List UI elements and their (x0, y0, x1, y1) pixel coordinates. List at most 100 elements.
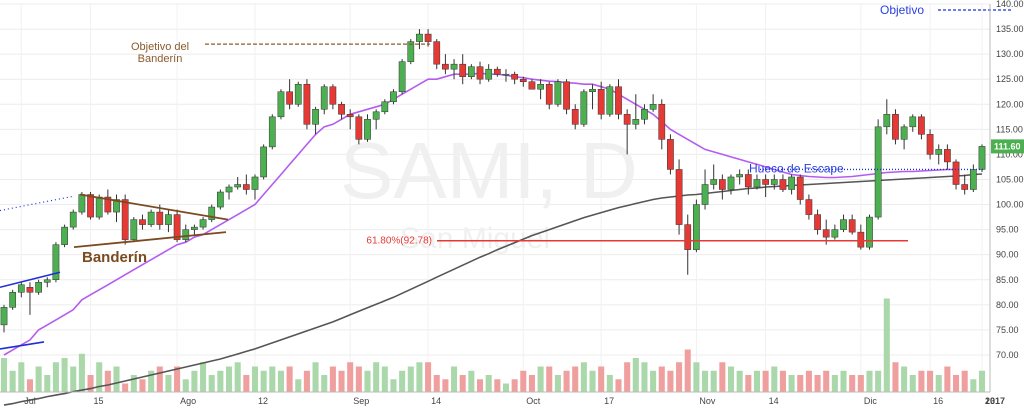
candle-body (814, 214, 821, 230)
candle-body (944, 149, 951, 163)
candle-body (199, 219, 207, 228)
volume-bar (130, 375, 137, 392)
volume-bar (702, 370, 709, 392)
volume-bar (771, 366, 778, 392)
candle-body (390, 91, 397, 103)
candle-body (52, 244, 60, 281)
volume-bar (113, 366, 120, 392)
x-tick-label: Dic (864, 396, 877, 406)
candle-body (208, 206, 216, 220)
candle-body (113, 199, 120, 213)
candle-body (926, 134, 934, 155)
y-tick-label: 80.00 (996, 300, 1019, 310)
volume-bar (139, 379, 146, 392)
flag-target-label: Banderín (138, 53, 183, 65)
volume-bar (528, 375, 535, 392)
volume-bar (225, 366, 233, 392)
candle-body (935, 149, 943, 155)
volume-bar (425, 362, 432, 392)
volume-bar (788, 375, 795, 392)
volume-bar (52, 362, 59, 392)
volume-bar (78, 353, 85, 392)
candle-body (978, 146, 986, 170)
volume-bar (502, 383, 510, 392)
volume-bar (840, 370, 847, 392)
candle-body (571, 109, 579, 125)
volume-bar (684, 349, 691, 392)
candle-body (632, 119, 640, 125)
volume-bar (35, 366, 42, 392)
volume-bar (0, 358, 8, 392)
volume-bar (277, 370, 284, 392)
candle-body (165, 214, 172, 225)
sma-slow-line (3, 173, 983, 406)
candle-body (442, 63, 449, 70)
volume-bar (563, 370, 570, 392)
candle-body (710, 179, 718, 185)
x-tick-label: Jul (24, 396, 36, 406)
volume-bar (676, 362, 683, 392)
volume-bar (797, 375, 804, 392)
candle-body (675, 169, 683, 225)
volume-bar (260, 370, 267, 392)
volume-bar (373, 362, 380, 392)
candle-body (242, 184, 250, 190)
candle-body (260, 146, 268, 178)
volume-bar (355, 366, 362, 392)
candle-body (286, 91, 293, 105)
candle-body (61, 226, 68, 245)
candle-body (788, 176, 795, 190)
volume-bar (148, 370, 155, 392)
volume-bar (44, 375, 51, 392)
candle-body (545, 83, 553, 105)
volume-bar (87, 375, 94, 392)
volume-bar (589, 370, 596, 392)
volume-bar (156, 366, 163, 392)
volume-bar (174, 366, 181, 392)
volume-bar (122, 383, 129, 392)
candle-body (918, 116, 925, 135)
volume-bar (537, 366, 544, 392)
candle-body (450, 63, 458, 70)
volume-bar (736, 370, 743, 392)
volume-bar (572, 366, 579, 392)
volume-bar (18, 362, 25, 392)
trend-line-upper (0, 271, 61, 289)
x-tick-label: 14 (431, 396, 441, 406)
candle-body (554, 81, 562, 105)
volume-bar (520, 370, 527, 392)
volume-bar (580, 362, 587, 392)
flag-target-label: Objetivo del (131, 41, 189, 53)
volume-bar (935, 375, 942, 392)
x-tick-label: Sep (353, 396, 369, 406)
candle-body (130, 219, 138, 240)
candle-body (381, 101, 389, 113)
volume-bar (667, 370, 674, 392)
volume-bar (364, 370, 371, 392)
candle-body (701, 184, 709, 205)
volume-bar (953, 375, 960, 392)
candle-body (641, 109, 648, 120)
y-tick-label: 115.00 (996, 124, 1023, 134)
candle-body (433, 41, 441, 65)
annotations: Objetivo delBanderínBanderín61.80%(92.78… (0, 3, 1012, 350)
gap-label: Hueco de Escape (749, 161, 844, 175)
candle-body (147, 211, 155, 225)
volume-bar (693, 362, 700, 392)
candle-body (623, 114, 631, 125)
volume-bar (96, 362, 103, 392)
candle-body (173, 214, 181, 240)
candle-body (191, 226, 198, 230)
candle-body (857, 231, 865, 248)
candle-body (493, 68, 501, 75)
candle-body (969, 169, 977, 190)
candle-body (372, 111, 380, 120)
pennant-upper-line (79, 193, 229, 221)
volume-bar (831, 375, 838, 392)
volume-bar (875, 370, 882, 392)
candle-body (277, 91, 285, 118)
volume-bar (719, 362, 726, 392)
volume-bar (857, 375, 864, 392)
